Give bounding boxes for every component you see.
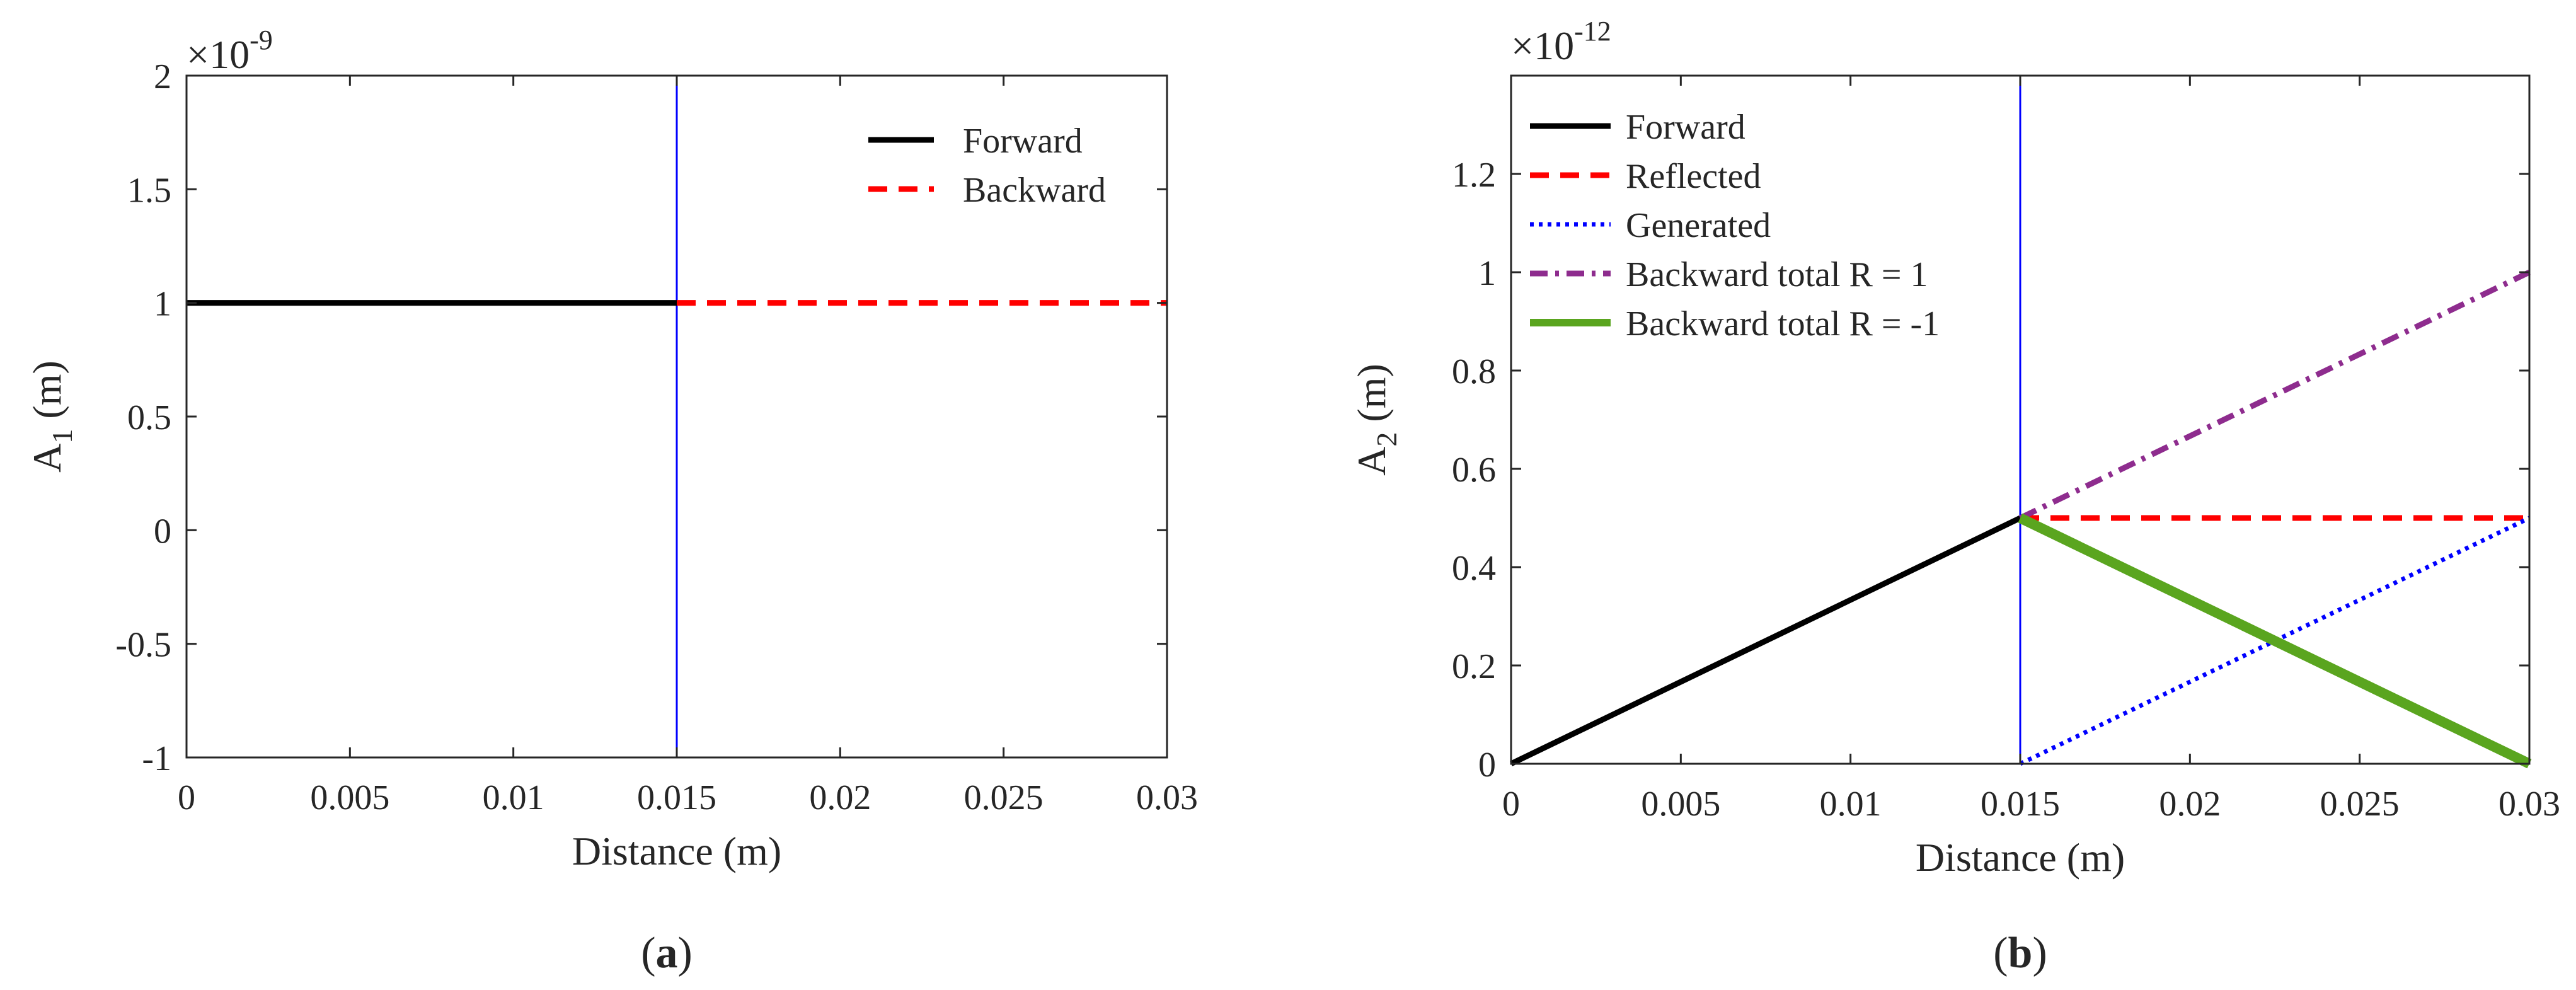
panel-caption: (b) bbox=[1993, 929, 2047, 977]
y-tick-label: 0.4 bbox=[1452, 549, 1496, 588]
y-axis-label-unit: (m) bbox=[1349, 364, 1394, 432]
x-tick-label: 0.025 bbox=[964, 778, 1044, 817]
x-tick-label: 0.025 bbox=[2320, 785, 2400, 824]
x-tick-label: 0.03 bbox=[1136, 778, 1198, 817]
y-axis-label: A1 (m) bbox=[25, 360, 78, 473]
y-axis-label-subscript: 2 bbox=[1371, 432, 1403, 447]
y-axis-label-main: A bbox=[25, 444, 69, 473]
legend: Forward Backward bbox=[868, 122, 1106, 210]
panel-caption: (a) bbox=[641, 929, 693, 977]
y-tick-label: 0 bbox=[154, 512, 171, 551]
y-tick-label: 1.2 bbox=[1452, 156, 1496, 195]
legend-label: Forward bbox=[1626, 108, 1745, 147]
y-tick-label: -0.5 bbox=[115, 626, 171, 665]
axis-exponent-power: -12 bbox=[1574, 16, 1611, 47]
axis-exponent-base: ×10 bbox=[187, 32, 250, 77]
y-tick-label: 0 bbox=[1478, 745, 1496, 785]
y-tick-label: 1.5 bbox=[127, 171, 171, 210]
y-tick-label: 0.6 bbox=[1452, 451, 1496, 490]
series-line-backward-total-r-1 bbox=[2019, 269, 2531, 521]
y-tick-label: 2 bbox=[154, 57, 171, 96]
y-tick-label: 1 bbox=[1478, 254, 1496, 293]
axis-exponent-label: ×10-9 bbox=[187, 25, 273, 77]
series-line-forward bbox=[1510, 515, 2021, 767]
legend-label: Backward total R = 1 bbox=[1626, 255, 1928, 294]
axis-exponent-label: ×10-12 bbox=[1511, 16, 1611, 68]
y-tick-label: 0.5 bbox=[127, 398, 171, 437]
x-tick-label: 0.01 bbox=[1820, 785, 1882, 824]
x-tick-label: 0 bbox=[178, 778, 195, 817]
y-tick-label: 0.2 bbox=[1452, 647, 1496, 686]
x-tick-label: 0.015 bbox=[1981, 785, 2060, 824]
x-axis-label: Distance (m) bbox=[572, 829, 781, 873]
panel-caption-letter: b bbox=[2008, 929, 2033, 977]
x-tick-label: 0.03 bbox=[2498, 785, 2560, 824]
chart-panel-b: 0 0.005 0.01 0.015 0.02 0.025 0.03 0 0.2 0.4 0.6 0.… bbox=[1349, 16, 2560, 977]
panel-caption-letter: a bbox=[656, 929, 678, 977]
legend-label: Generated bbox=[1626, 206, 1771, 245]
chart-panel-a: 0 0.005 0.01 0.015 0.02 0.025 0.03 -1 -0.5 0 0.5 1 1… bbox=[25, 25, 1198, 977]
x-tick-label: 0.015 bbox=[637, 778, 716, 817]
x-tick-label: 0.005 bbox=[310, 778, 389, 817]
x-axis-label: Distance (m) bbox=[1916, 835, 2125, 880]
series-line-backward-total-r-1 bbox=[2018, 513, 2532, 769]
x-tick-label: 0.005 bbox=[1641, 785, 1720, 824]
legend: Forward Reflected Generated Backward total … bbox=[1530, 108, 1940, 343]
x-tick-label: 0 bbox=[1502, 785, 1520, 824]
y-tick-label: 1 bbox=[154, 285, 171, 324]
axis-exponent-power: -9 bbox=[250, 25, 273, 55]
x-tick-label: 0.01 bbox=[483, 778, 544, 817]
x-tick-label: 0.02 bbox=[2159, 785, 2221, 824]
legend-label: Reflected bbox=[1626, 157, 1761, 196]
y-tick-label: 0.8 bbox=[1452, 352, 1496, 391]
legend-label: Backward bbox=[963, 171, 1106, 210]
legend-label: Forward bbox=[963, 122, 1083, 161]
y-axis-label: A2 (m) bbox=[1349, 364, 1403, 476]
axis-exponent-base: ×10 bbox=[1511, 23, 1574, 68]
y-axis-label-unit: (m) bbox=[25, 360, 69, 429]
y-tick-label: -1 bbox=[142, 739, 171, 778]
x-tick-label: 0.02 bbox=[809, 778, 871, 817]
y-axis-label-main: A bbox=[1349, 447, 1394, 476]
legend-label: Backward total R = -1 bbox=[1626, 304, 1940, 343]
y-axis-label-subscript: 1 bbox=[46, 429, 78, 444]
